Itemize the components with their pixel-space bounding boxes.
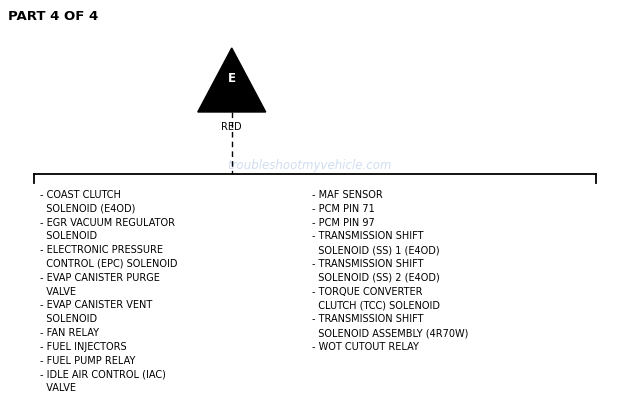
Text: - PCM PIN 71: - PCM PIN 71 xyxy=(312,204,375,214)
Text: VALVE: VALVE xyxy=(40,383,76,393)
Text: SOLENOID (SS) 1 (E4OD): SOLENOID (SS) 1 (E4OD) xyxy=(312,245,440,255)
Text: SOLENOID: SOLENOID xyxy=(40,231,97,241)
Text: - FUEL INJECTORS: - FUEL INJECTORS xyxy=(40,342,127,352)
Text: RED: RED xyxy=(221,122,242,132)
Polygon shape xyxy=(198,48,266,112)
Text: PART 4 OF 4: PART 4 OF 4 xyxy=(8,10,98,23)
Text: - EVAP CANISTER VENT: - EVAP CANISTER VENT xyxy=(40,300,153,310)
Text: troubleshootmyvehicle.com: troubleshootmyvehicle.com xyxy=(227,159,391,172)
Text: - TRANSMISSION SHIFT: - TRANSMISSION SHIFT xyxy=(312,231,423,241)
Text: - FAN RELAY: - FAN RELAY xyxy=(40,328,99,338)
Text: E: E xyxy=(228,72,235,84)
Text: SOLENOID (SS) 2 (E4OD): SOLENOID (SS) 2 (E4OD) xyxy=(312,273,440,283)
Text: - EVAP CANISTER PURGE: - EVAP CANISTER PURGE xyxy=(40,273,160,283)
Text: - IDLE AIR CONTROL (IAC): - IDLE AIR CONTROL (IAC) xyxy=(40,370,166,379)
Text: VALVE: VALVE xyxy=(40,286,76,297)
Text: CONTROL (EPC) SOLENOID: CONTROL (EPC) SOLENOID xyxy=(40,259,177,269)
Text: - TRANSMISSION SHIFT: - TRANSMISSION SHIFT xyxy=(312,259,423,269)
Text: - FUEL PUMP RELAY: - FUEL PUMP RELAY xyxy=(40,356,135,366)
Text: SOLENOID ASSEMBLY (4R70W): SOLENOID ASSEMBLY (4R70W) xyxy=(312,328,468,338)
Text: - WOT CUTOUT RELAY: - WOT CUTOUT RELAY xyxy=(312,342,419,352)
Text: - EGR VACUUM REGULATOR: - EGR VACUUM REGULATOR xyxy=(40,218,175,228)
Text: - ELECTRONIC PRESSURE: - ELECTRONIC PRESSURE xyxy=(40,245,163,255)
Text: - TORQUE CONVERTER: - TORQUE CONVERTER xyxy=(312,286,423,297)
Text: SOLENOID: SOLENOID xyxy=(40,314,97,324)
Text: SOLENOID (E4OD): SOLENOID (E4OD) xyxy=(40,204,135,214)
Text: - TRANSMISSION SHIFT: - TRANSMISSION SHIFT xyxy=(312,314,423,324)
Text: CLUTCH (TCC) SOLENOID: CLUTCH (TCC) SOLENOID xyxy=(312,300,440,310)
Text: - MAF SENSOR: - MAF SENSOR xyxy=(312,190,383,200)
Text: - PCM PIN 97: - PCM PIN 97 xyxy=(312,218,375,228)
Text: - COAST CLUTCH: - COAST CLUTCH xyxy=(40,190,121,200)
